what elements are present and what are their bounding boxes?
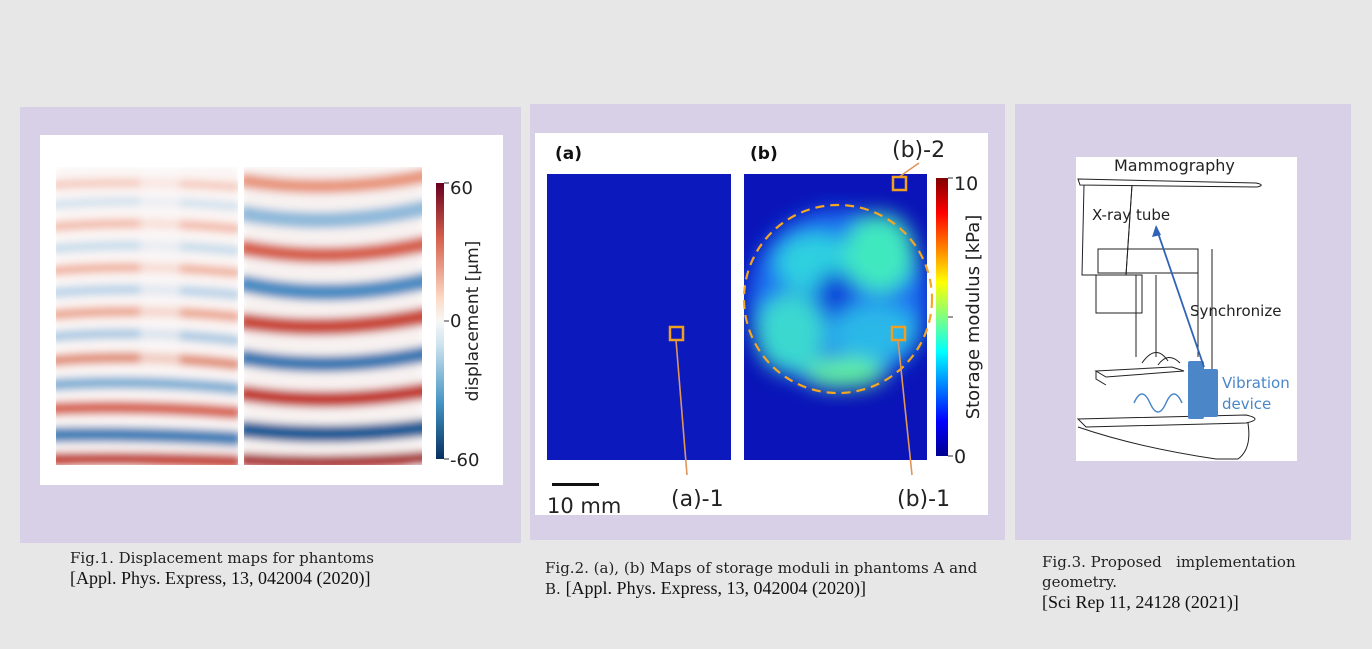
xray-tube-label: X-ray tube (1092, 206, 1170, 224)
figure-1-reference: [Appl. Phys. Express, 13, 042004 (2020)] (70, 568, 371, 588)
vibration-device (1200, 369, 1218, 417)
figure-1-caption-text: Fig.1. Displacement maps for phantoms (70, 549, 374, 567)
scale-bar (552, 483, 599, 486)
scale-label: 10 mm (547, 494, 621, 515)
figure-2-image: (a) (b) 10 0 (535, 133, 988, 518)
modulus-colorbar (936, 178, 948, 456)
displacement-map-right (244, 167, 422, 465)
figure-3-reference: [Sci Rep 11, 24128 (2021)] (1042, 592, 1239, 612)
figure-3-caption: Fig.3. Proposed implementation geometry.… (1042, 552, 1342, 612)
modulus-max: 10 (954, 173, 978, 195)
label-a1: (a)-1 (671, 487, 724, 512)
figure-3-caption-line2: geometry. (1042, 573, 1118, 591)
mammography-label: Mammography (1114, 157, 1235, 175)
vibration-label-1: Vibration (1222, 374, 1290, 392)
modulus-label: Storage modulus [kPa] (963, 215, 984, 420)
figure-2-caption-text: Fig.2. (a), (b) Maps of storage moduli i… (545, 559, 978, 598)
displacement-map-left (56, 167, 238, 465)
figure-2-reference: [Appl. Phys. Express, 13, 042004 (2020)] (565, 578, 867, 598)
displacement-colorbar (436, 183, 444, 459)
figure-3-caption-line1: Fig.3. Proposed implementation (1042, 553, 1296, 571)
label-b2: (b)-2 (892, 138, 945, 163)
vibration-label-2: device (1222, 395, 1271, 413)
figure-1-caption: Fig.1. Displacement maps for phantoms [A… (70, 548, 510, 588)
colorbar-label: displacement [μm] (463, 241, 483, 402)
storage-modulus-map-b (744, 174, 927, 460)
modulus-min: 0 (954, 446, 966, 468)
label-b1: (b)-1 (897, 487, 950, 512)
synchronize-label: Synchronize (1190, 302, 1281, 320)
figure-3-image: Mammography X-ray tube Synchronize Vibra… (1076, 156, 1297, 461)
inclusion-outline (742, 203, 934, 395)
label-a: (a) (555, 144, 582, 164)
figure-2-caption: Fig.2. (a), (b) Maps of storage moduli i… (545, 558, 995, 599)
figure-1-image: 60 0 -60 displacement [μm] (40, 135, 503, 485)
colorbar-min: -60 (450, 450, 479, 471)
colorbar-mid: 0 (450, 311, 461, 332)
colorbar-max: 60 (450, 178, 473, 199)
label-b: (b) (750, 144, 778, 164)
storage-modulus-map-a (547, 174, 731, 460)
sync-arrow (1155, 226, 1205, 368)
